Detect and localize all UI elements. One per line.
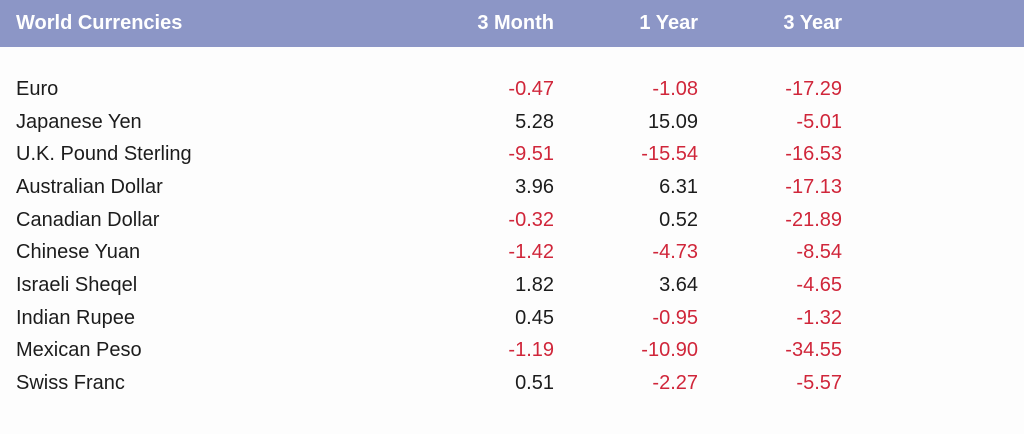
header-3-month: 3 Month xyxy=(477,12,554,34)
value-3-year: -5.01 xyxy=(796,111,842,133)
table-header: World Currencies 3 Month 1 Year 3 Year xyxy=(0,0,1024,47)
value-3-year: -16.53 xyxy=(785,143,842,165)
currency-name: U.K. Pound Sterling xyxy=(16,143,192,165)
currency-name: Euro xyxy=(16,78,59,100)
value-3-month: 1.82 xyxy=(515,274,554,296)
value-3-month: -0.32 xyxy=(508,209,554,231)
value-3-year: -4.65 xyxy=(796,274,842,296)
value-3-month: 5.28 xyxy=(515,111,554,133)
value-3-month: 3.96 xyxy=(515,176,554,198)
table-row: Australian Dollar 3.96 6.31 -17.13 xyxy=(0,171,1024,203)
value-1-year: -2.27 xyxy=(652,372,698,394)
currency-name: Chinese Yuan xyxy=(16,241,141,263)
value-1-year: -0.95 xyxy=(652,307,698,329)
table-row: Japanese Yen 5.28 15.09 -5.01 xyxy=(0,106,1024,138)
value-1-year: -10.90 xyxy=(641,339,698,361)
table-row: Canadian Dollar -0.32 0.52 -21.89 xyxy=(0,204,1024,236)
table-row: Indian Rupee 0.45 -0.95 -1.32 xyxy=(0,302,1024,334)
value-1-year: 3.64 xyxy=(659,274,698,296)
currency-name: Israeli Sheqel xyxy=(16,274,138,296)
value-1-year: -15.54 xyxy=(641,143,698,165)
value-1-year: 6.31 xyxy=(659,176,698,198)
currency-name: Swiss Franc xyxy=(16,372,125,394)
table-row: U.K. Pound Sterling -9.51 -15.54 -16.53 xyxy=(0,138,1024,170)
value-3-month: 0.45 xyxy=(515,307,554,329)
value-3-month: -9.51 xyxy=(508,143,554,165)
header-title: World Currencies xyxy=(16,12,183,34)
value-1-year: 0.52 xyxy=(659,209,698,231)
value-3-month: -1.42 xyxy=(508,241,554,263)
value-1-year: -1.08 xyxy=(652,78,698,100)
value-1-year: -4.73 xyxy=(652,241,698,263)
value-3-year: -17.13 xyxy=(785,176,842,198)
currency-name: Mexican Peso xyxy=(16,339,142,361)
table-row: Israeli Sheqel 1.82 3.64 -4.65 xyxy=(0,269,1024,301)
value-3-year: -5.57 xyxy=(796,372,842,394)
header-1-year: 1 Year xyxy=(639,12,698,34)
value-1-year: 15.09 xyxy=(647,111,698,133)
header-3-year: 3 Year xyxy=(783,12,842,34)
value-3-year: -17.29 xyxy=(785,78,842,100)
currency-name: Japanese Yen xyxy=(16,111,142,133)
value-3-year: -34.55 xyxy=(785,339,842,361)
value-3-month: 0.51 xyxy=(515,372,554,394)
value-3-month: -0.47 xyxy=(508,78,554,100)
value-3-year: -8.54 xyxy=(796,241,842,263)
table-row: Euro -0.47 -1.08 -17.29 xyxy=(0,73,1024,105)
table-row: Mexican Peso -1.19 -10.90 -34.55 xyxy=(0,334,1024,366)
table-row: Swiss Franc 0.51 -2.27 -5.57 xyxy=(0,367,1024,399)
value-3-year: -21.89 xyxy=(785,209,842,231)
table-row: Chinese Yuan -1.42 -4.73 -8.54 xyxy=(0,236,1024,268)
currency-name: Canadian Dollar xyxy=(16,209,160,231)
value-3-month: -1.19 xyxy=(508,339,554,361)
value-3-year: -1.32 xyxy=(796,307,842,329)
currency-name: Indian Rupee xyxy=(16,307,135,329)
currency-name: Australian Dollar xyxy=(16,176,163,198)
